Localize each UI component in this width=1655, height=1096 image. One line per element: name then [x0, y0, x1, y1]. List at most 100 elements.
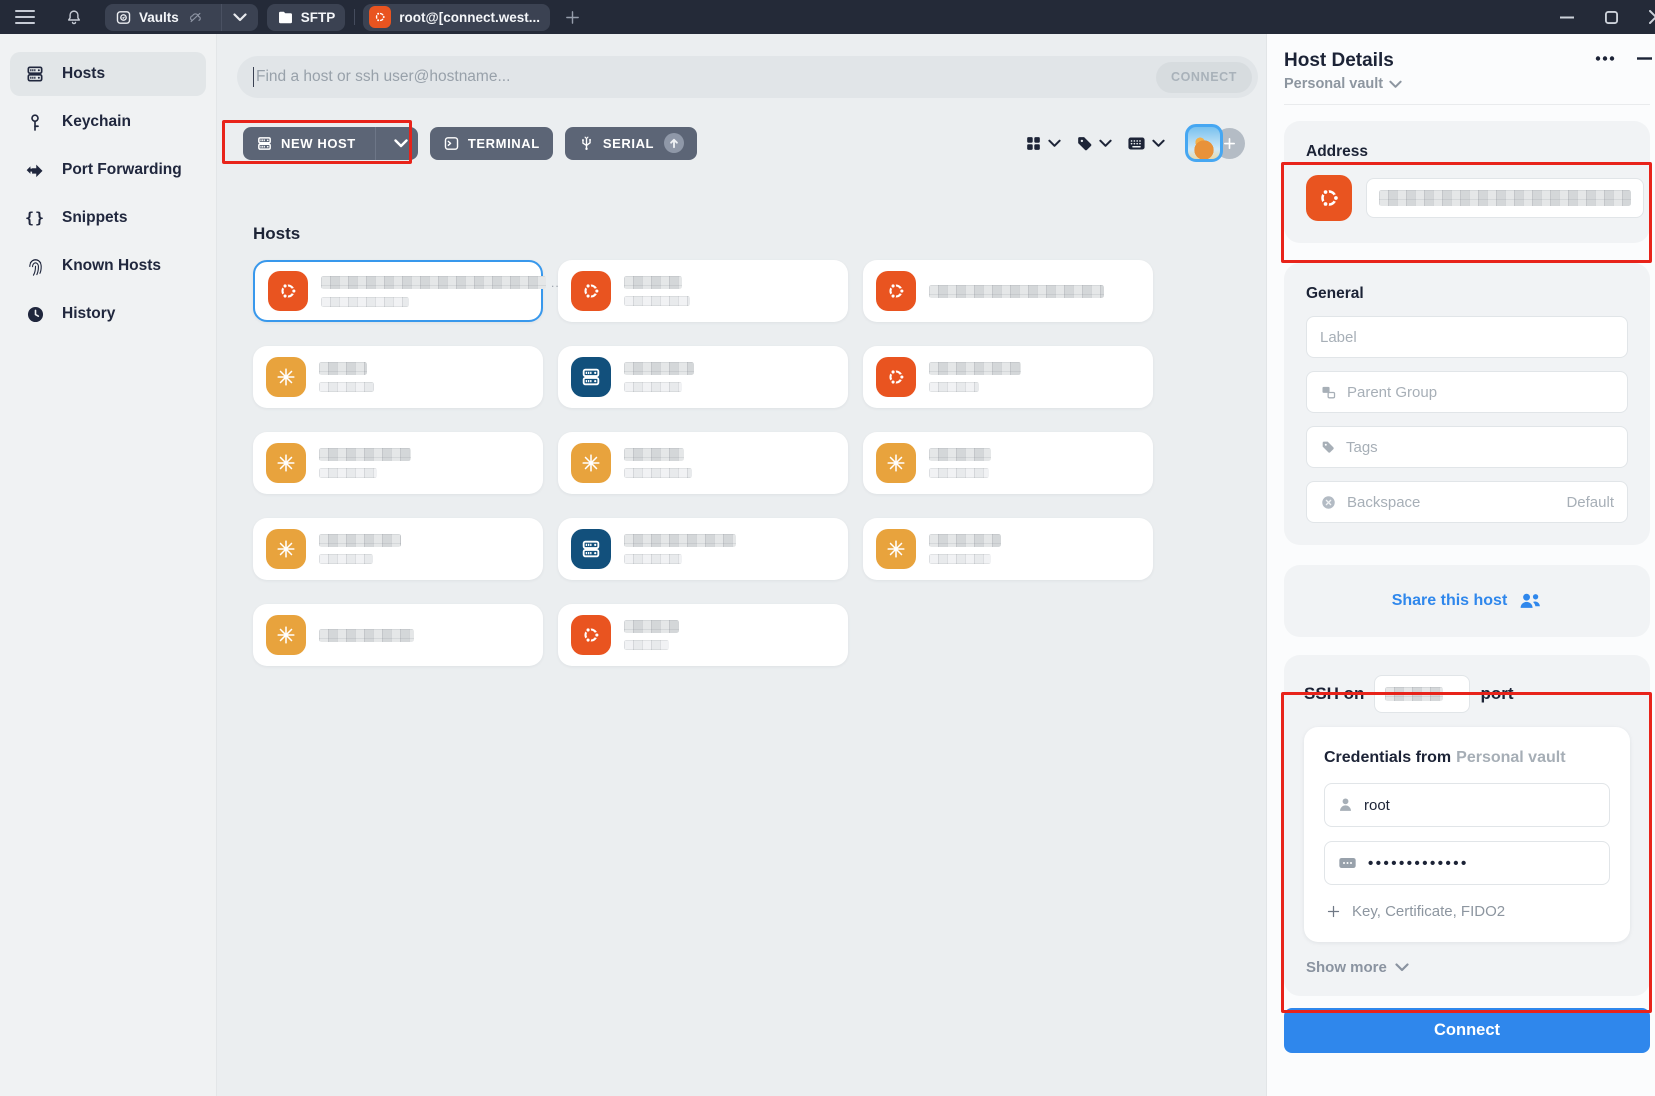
backspace-label: Backspace — [1347, 493, 1421, 511]
redacted-text — [624, 620, 679, 633]
sidebar-item-port-forwarding[interactable]: Port Forwarding — [10, 148, 206, 192]
details-header: Host Details Personal vault — [1284, 34, 1652, 105]
host-card[interactable] — [253, 346, 543, 408]
user-icon — [1338, 797, 1353, 813]
search-connect-button[interactable]: CONNECT — [1155, 61, 1252, 93]
redacted-text — [929, 534, 1001, 547]
share-this-host-link[interactable]: Share this host — [1391, 592, 1508, 609]
user-avatar[interactable] — [1185, 124, 1223, 162]
host-card[interactable] — [558, 432, 848, 494]
cloud-off-icon — [187, 10, 204, 25]
add-key-certificate-fido2-button[interactable]: Key, Certificate, FIDO2 — [1324, 903, 1610, 920]
credentials-from-label: Credentials from — [1324, 749, 1452, 766]
sidebar-item-hosts[interactable]: Hosts — [10, 52, 206, 96]
window-minimize-icon[interactable] — [1560, 16, 1574, 19]
password-input[interactable]: ••••••••••••• — [1324, 841, 1610, 885]
parent-group-placeholder: Parent Group — [1347, 383, 1438, 401]
new-tab-plus-icon[interactable] — [564, 9, 581, 26]
keyboard-icon — [1128, 137, 1145, 149]
redacted-text — [319, 448, 411, 461]
button-divider — [374, 126, 376, 160]
window-maximize-icon[interactable] — [1605, 10, 1618, 24]
label-input[interactable]: Label — [1306, 316, 1628, 358]
credentials-vault-selector[interactable]: Personal vault — [1456, 749, 1566, 766]
host-card[interactable] — [558, 518, 848, 580]
vault-selector[interactable]: Personal vault — [1284, 76, 1648, 92]
redacted-text — [321, 276, 546, 289]
menu-icon[interactable] — [13, 9, 37, 25]
serial-button[interactable]: SERIAL — [564, 126, 698, 160]
hosts-heading: Hosts — [253, 224, 301, 243]
redacted-text — [624, 382, 682, 392]
redacted-text — [624, 448, 684, 461]
sidebar-item-keychain[interactable]: Keychain — [10, 100, 206, 144]
host-card[interactable] — [863, 518, 1153, 580]
sidebar: Hosts Keychain Port Forwarding {} Snippe… — [0, 34, 217, 1096]
host-card[interactable] — [863, 432, 1153, 494]
folder-icon — [277, 10, 294, 25]
redacted-text — [319, 468, 377, 478]
search-input[interactable]: Find a host or ssh user@hostname... CONN… — [237, 56, 1258, 98]
general-heading: General — [1306, 285, 1364, 302]
sidebar-item-snippets[interactable]: {} Snippets — [10, 196, 206, 240]
new-host-label: NEW HOST — [281, 135, 356, 151]
host-card[interactable]: .. — [253, 260, 559, 322]
new-host-button[interactable]: NEW HOST — [243, 126, 418, 160]
new-host-dropdown-chevron-icon[interactable] — [384, 138, 418, 148]
sidebar-item-history[interactable]: History — [10, 292, 206, 336]
server-icon — [571, 357, 611, 397]
search-placeholder: Find a host or ssh user@hostname... — [256, 68, 511, 85]
redacted-text — [321, 296, 409, 307]
details-title: Host Details — [1284, 50, 1394, 71]
backspace-setting-row[interactable]: Backspace Default — [1306, 481, 1628, 523]
sidebar-item-label: Known Hosts — [62, 257, 162, 274]
serial-label: SERIAL — [602, 135, 655, 151]
view-mode-selector[interactable] — [1024, 134, 1061, 153]
more-options-ellipsis-icon[interactable] — [1595, 56, 1615, 61]
text-caret — [253, 67, 254, 87]
tags-filter[interactable] — [1075, 134, 1112, 153]
host-card[interactable] — [558, 604, 848, 666]
star-icon — [876, 529, 916, 569]
host-card[interactable] — [253, 518, 543, 580]
redacted-text — [624, 534, 736, 547]
window-close-icon[interactable] — [1649, 10, 1655, 24]
redacted-text — [319, 554, 373, 564]
keyboard-selector[interactable] — [1126, 135, 1165, 152]
general-section: General Label Parent Group Tags — [1284, 263, 1650, 545]
tab-vaults[interactable]: Vaults — [105, 3, 258, 31]
tab-ssh-label: root@[connect.west... — [399, 9, 540, 25]
host-card[interactable] — [558, 260, 848, 322]
tags-placeholder: Tags — [1346, 438, 1378, 456]
host-card[interactable] — [253, 432, 543, 494]
username-input[interactable]: root — [1324, 783, 1610, 827]
tab-sftp-label: SFTP — [300, 9, 336, 25]
star-icon — [571, 443, 611, 483]
host-card[interactable] — [863, 346, 1153, 408]
titlebar: Vaults SFTP root@[connect.west... — [0, 0, 1655, 34]
host-card[interactable] — [863, 260, 1153, 322]
address-input[interactable] — [1366, 178, 1644, 218]
host-card[interactable] — [558, 346, 848, 408]
parent-group-icon — [1320, 384, 1337, 401]
tab-sftp[interactable]: SFTP — [266, 3, 346, 31]
vaults-dropdown-chevron-icon[interactable] — [222, 4, 258, 31]
star-icon — [266, 357, 306, 397]
ubuntu-icon — [369, 6, 392, 28]
redacted-text — [624, 554, 682, 564]
label-placeholder: Label — [1320, 328, 1357, 346]
tab-ssh-session[interactable]: root@[connect.west... — [363, 3, 550, 31]
collapse-panel-minus-icon[interactable] — [1637, 57, 1652, 60]
tags-input[interactable]: Tags — [1306, 426, 1628, 468]
notifications-bell-icon[interactable] — [63, 8, 85, 27]
redacted-text — [624, 362, 694, 375]
parent-group-input[interactable]: Parent Group — [1306, 371, 1628, 413]
terminal-button[interactable]: TERMINAL — [429, 126, 553, 160]
connect-button[interactable]: Connect — [1284, 1008, 1650, 1053]
show-more-toggle[interactable]: Show more — [1304, 959, 1630, 976]
host-card[interactable] — [253, 604, 543, 666]
chevron-down-icon — [1395, 963, 1409, 972]
sidebar-item-known-hosts[interactable]: Known Hosts — [10, 244, 206, 288]
ssh-port-input[interactable] — [1374, 675, 1471, 713]
ubuntu-icon — [876, 271, 916, 311]
